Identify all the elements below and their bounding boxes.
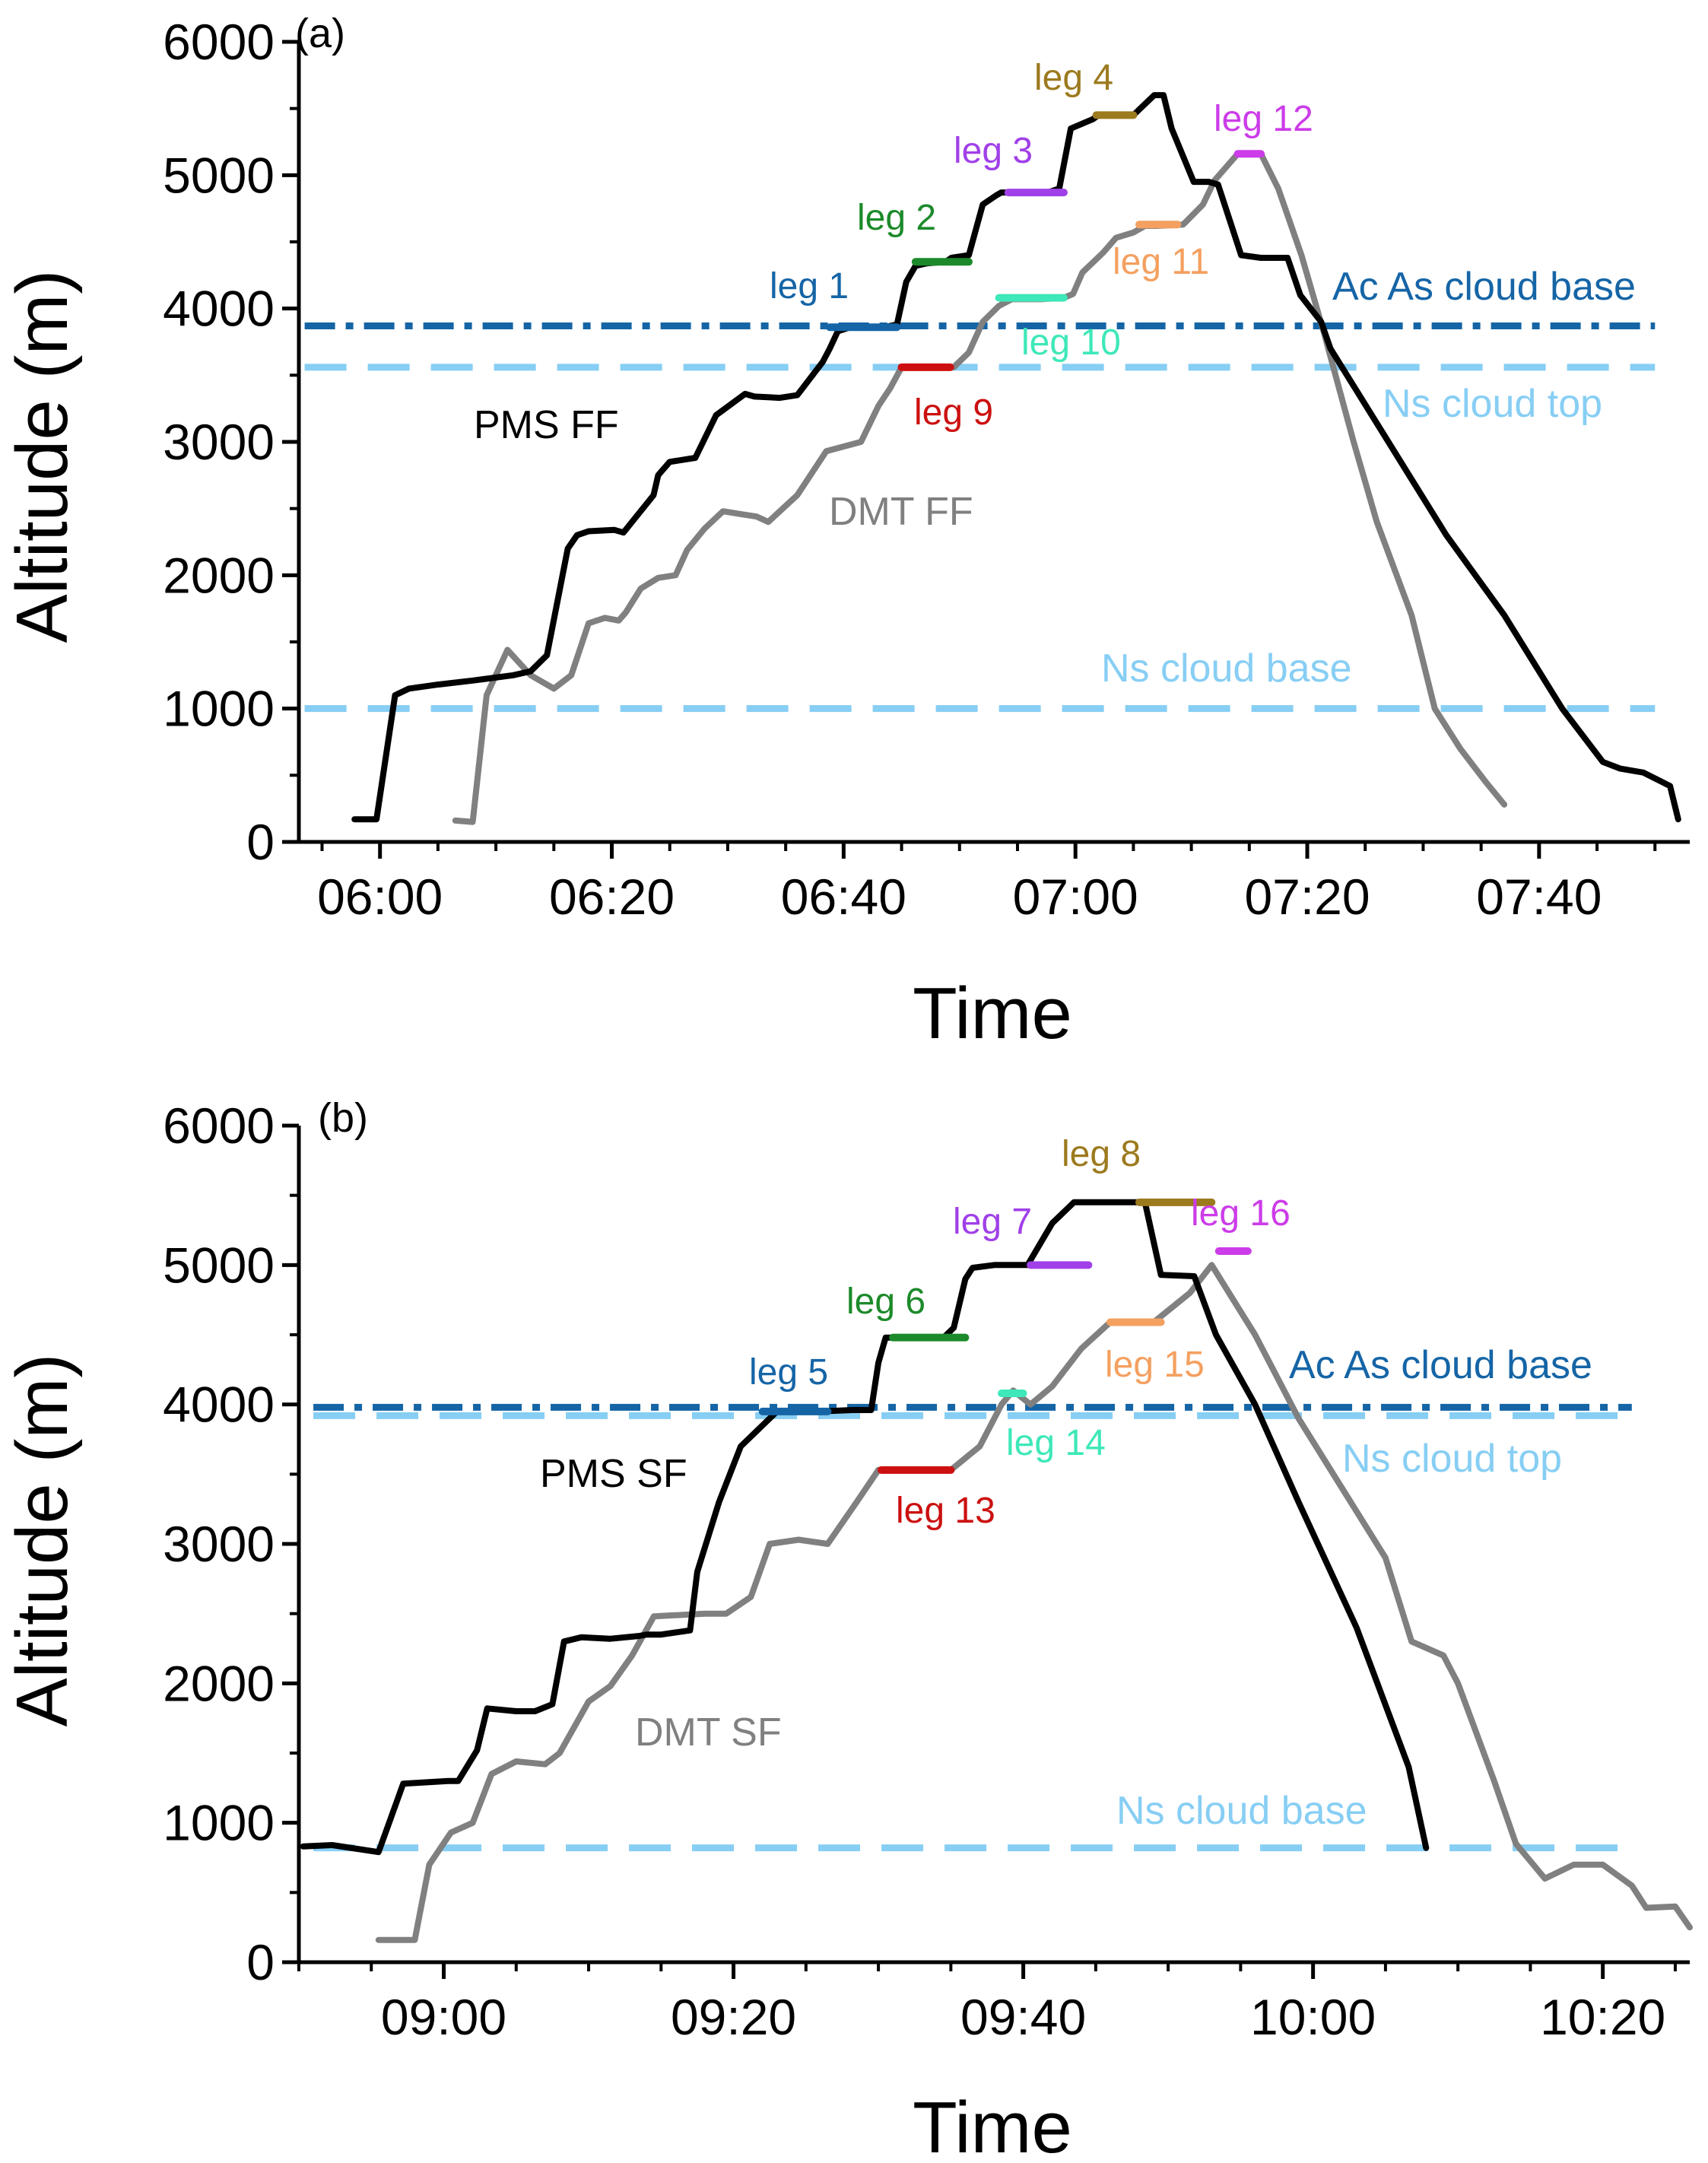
y-axis-title: Altitude (m): [2, 270, 83, 643]
series-label-dmt-ff: DMT FF: [829, 490, 973, 534]
y-tick-label: 1000: [163, 681, 275, 737]
leg-label-8: leg 8: [1062, 1134, 1141, 1174]
y-tick-label: 2000: [163, 1655, 275, 1711]
axes: 0 1000 2000 3000 4000 5000 6000 06:00 06:20 06:40…: [163, 14, 1690, 925]
y-tick-label: 4000: [163, 281, 275, 337]
series: [300, 1198, 1693, 1943]
y-axis-title: Altitude (m): [2, 1354, 83, 1727]
leg-label-7: leg 7: [953, 1202, 1032, 1242]
axes: 0 1000 2000 3000 4000 5000 6000 09:00 09:20 09:40…: [163, 1097, 1690, 2045]
leg-label-2: leg 2: [857, 198, 936, 238]
x-tick-label: 10:00: [1250, 1989, 1376, 2045]
series-label-pms-ff: PMS FF: [474, 403, 619, 447]
leg-label-6: leg 6: [846, 1282, 925, 1322]
x-tick-label: 06:20: [549, 869, 675, 925]
series: [351, 92, 1681, 825]
x-tick-label: 07:00: [1013, 869, 1138, 925]
leg-label-13: leg 13: [896, 1491, 995, 1531]
hline-label-ac-as-cloud-base: Ac As cloud base: [1332, 265, 1636, 309]
y-tick-label: 6000: [163, 14, 275, 70]
leg-label-9: leg 9: [914, 392, 993, 433]
leg-label-12: leg 12: [1214, 99, 1313, 139]
x-tick-label: 06:40: [781, 869, 906, 925]
y-tick-label: 5000: [163, 1237, 275, 1293]
x-tick-label: 07:40: [1476, 869, 1602, 925]
hline-label-ns-cloud-top: Ns cloud top: [1342, 1437, 1562, 1481]
hline-label-ns-cloud-top: Ns cloud top: [1383, 382, 1602, 426]
leg-label-5: leg 5: [749, 1352, 828, 1393]
panel-b: 0 1000 2000 3000 4000 5000 6000 09:00 09:20 09:40…: [2, 1095, 1693, 2163]
y-tick-label: 5000: [163, 147, 275, 203]
series-line-pms-ff: [351, 92, 1681, 823]
y-tick-label: 4000: [163, 1377, 275, 1433]
y-tick-label: 0: [246, 814, 275, 870]
y-tick-label: 6000: [163, 1097, 275, 1154]
reference-lines: [313, 1403, 1632, 1852]
y-tick-label: 3000: [163, 1516, 275, 1572]
panel-label: (b): [318, 1095, 368, 1141]
panel-a: 0 1000 2000 3000 4000 5000 6000 06:00 06:20 06:40…: [2, 11, 1690, 1054]
leg-label-14: leg 14: [1006, 1423, 1106, 1463]
leg-label-4: leg 4: [1034, 58, 1113, 98]
hline-label-ac-as-cloud-base: Ac As cloud base: [1289, 1343, 1592, 1387]
series-label-dmt-sf: DMT SF: [635, 1710, 782, 1755]
leg-label-1: leg 1: [770, 266, 849, 307]
x-tick-label: 07:20: [1244, 869, 1370, 925]
leg-label-10: leg 10: [1021, 322, 1121, 363]
x-axis-title: Time: [913, 973, 1072, 1054]
x-tick-label: 10:20: [1540, 1989, 1665, 2045]
hline-label-ns-cloud-base: Ns cloud base: [1101, 646, 1352, 691]
hline-label-ns-cloud-base: Ns cloud base: [1116, 1789, 1367, 1833]
x-tick-label: 09:40: [960, 1989, 1086, 2045]
leg-label-11: leg 11: [1113, 242, 1209, 282]
leg-label-3: leg 3: [954, 131, 1033, 171]
y-tick-label: 1000: [163, 1795, 275, 1851]
y-tick-label: 2000: [163, 547, 275, 603]
y-tick-label: 0: [246, 1934, 275, 1990]
leg-label-16: leg 16: [1191, 1193, 1291, 1234]
series-line-dmt-sf: [375, 1262, 1693, 1943]
series-label-pms-sf: PMS SF: [540, 1452, 687, 1496]
panel-label: (a): [295, 11, 345, 56]
x-tick-label: 06:00: [317, 869, 443, 925]
x-axis-title: Time: [913, 2087, 1072, 2163]
leg-label-15: leg 15: [1105, 1345, 1205, 1385]
x-tick-label: 09:20: [671, 1989, 796, 2045]
x-tick-label: 09:00: [381, 1989, 506, 2045]
y-tick-label: 3000: [163, 414, 275, 470]
